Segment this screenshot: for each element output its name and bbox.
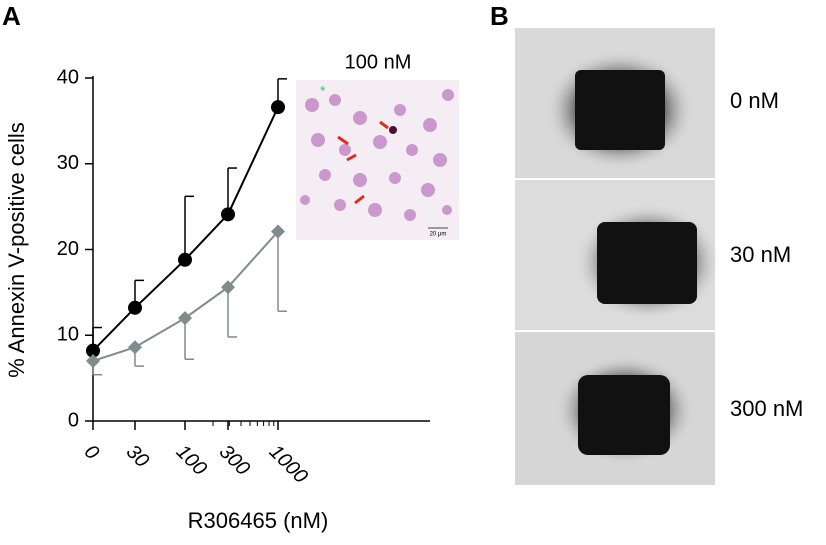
- y-tick-label: 30: [57, 152, 79, 174]
- y-tick-label: 10: [57, 324, 79, 346]
- svg-text:*: *: [320, 83, 326, 99]
- data-point: [178, 252, 192, 267]
- x-tick-label: 300: [215, 441, 254, 480]
- x-tick-label: 100: [172, 441, 211, 480]
- spheroid-images: [515, 28, 720, 485]
- data-point: [86, 353, 100, 368]
- image-label: 300 nM: [730, 396, 803, 421]
- x-tick-label: 30: [122, 441, 153, 472]
- inset-image: *: [296, 80, 459, 240]
- data-point: [271, 100, 285, 115]
- data-point: [86, 343, 100, 358]
- inset-label: 100 nM: [345, 51, 412, 73]
- y-tick-label: 20: [57, 238, 79, 260]
- image-label: 30 nM: [730, 242, 791, 267]
- data-point: [128, 300, 142, 315]
- y-axis-label: % Annexin V-positive cells: [4, 122, 29, 378]
- data-point: [178, 311, 192, 326]
- data-point: [271, 224, 285, 239]
- y-tick-label: 40: [57, 66, 79, 88]
- x-tick-label: 1000: [265, 441, 312, 488]
- image-label: 0 nM: [730, 88, 779, 113]
- scale-bar-label: 20 μm: [430, 232, 447, 238]
- x-tick-label: 0: [80, 441, 103, 464]
- y-tick-label: 0: [68, 409, 79, 431]
- data-point: [128, 340, 142, 355]
- data-point: [221, 207, 235, 222]
- panel-label: B: [490, 1, 509, 31]
- x-axis-label: R306465 (nM): [188, 508, 329, 533]
- panel-label: A: [2, 1, 21, 31]
- data-point: [221, 280, 235, 295]
